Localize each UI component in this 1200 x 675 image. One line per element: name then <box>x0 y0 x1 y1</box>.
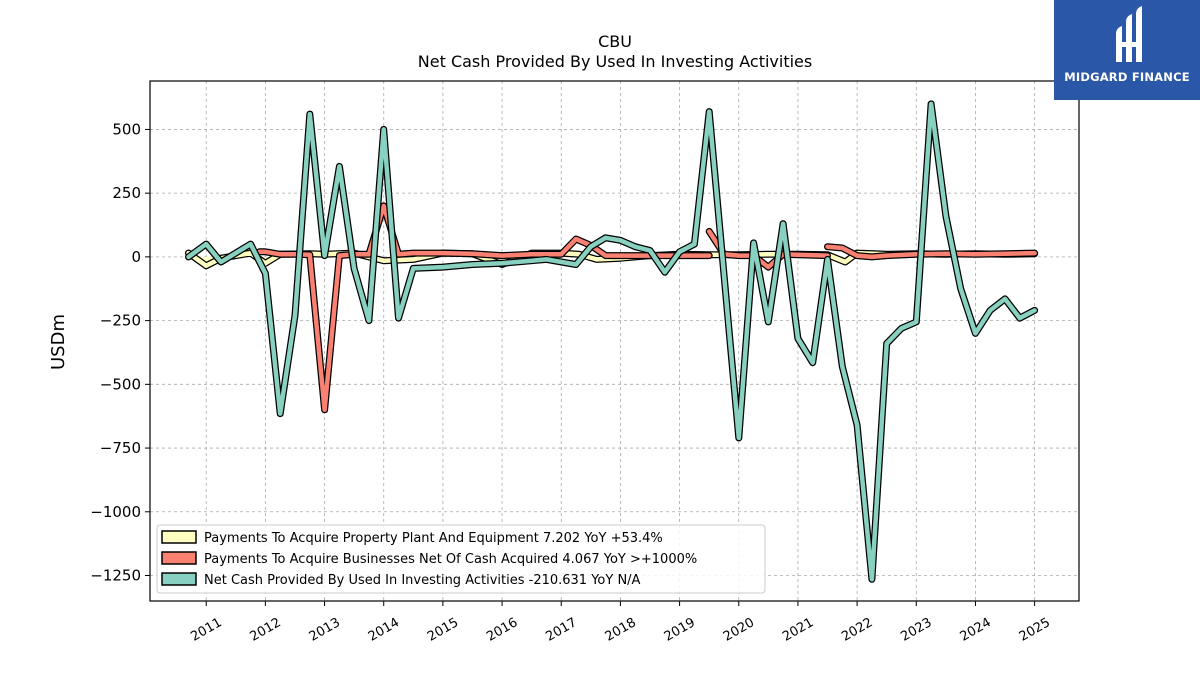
chart-title: CBU <box>598 32 632 51</box>
grid <box>150 81 1079 601</box>
x-tick-label: 2012 <box>248 615 284 645</box>
y-tick-label: −1250 <box>90 567 141 585</box>
series-line <box>825 244 1037 260</box>
x-tick-label: 2020 <box>721 615 757 645</box>
y-axis-label: USDm <box>48 314 69 370</box>
x-tick-label: 2019 <box>662 615 698 645</box>
logo-mark-icon <box>1116 6 1142 62</box>
x-tick-label: 2017 <box>543 615 579 645</box>
legend-label: Payments To Acquire Businesses Net Of Ca… <box>204 552 697 567</box>
y-tick-label: −500 <box>100 375 141 393</box>
series-group <box>185 100 1039 583</box>
x-tick-label: 2021 <box>780 615 816 645</box>
series-line <box>257 203 712 413</box>
y-tick-label: 0 <box>131 248 141 266</box>
legend-swatch <box>161 530 197 544</box>
logo-text: MIDGARD FINANCE <box>1064 70 1190 84</box>
x-tick-label: 2024 <box>958 615 994 645</box>
x-tick-label: 2018 <box>603 615 639 645</box>
series-line-outline <box>705 227 831 271</box>
series-line <box>186 101 1037 582</box>
legend: Payments To Acquire Property Plant And E… <box>156 524 766 594</box>
legend-label: Net Cash Provided By Used In Investing A… <box>204 573 641 588</box>
legend-box <box>156 524 766 594</box>
x-ticks: 2011 2012 2013 2014 2015 2016 2017 2018 2019 2020… <box>188 601 1053 645</box>
x-tick-label: 2023 <box>898 615 934 645</box>
chart-subtitle: Net Cash Provided By Used In Investing A… <box>418 52 812 71</box>
plot-frame <box>149 80 1080 602</box>
y-tick-label: 500 <box>112 120 141 138</box>
x-tick-label: 2025 <box>1017 615 1053 645</box>
legend-swatch <box>161 551 197 565</box>
legend-swatch <box>161 572 197 586</box>
x-tick-label: 2016 <box>484 615 520 645</box>
x-tick-label: 2014 <box>366 615 402 645</box>
y-ticks: 500 250 0 −250 −500 −750 −1000 −1250 <box>90 120 150 585</box>
y-tick-label: −750 <box>100 439 141 457</box>
x-tick-label: 2011 <box>188 615 224 645</box>
x-tick-label: 2013 <box>307 615 343 645</box>
legend-label: Payments To Acquire Property Plant And E… <box>204 531 663 546</box>
y-tick-label: −1000 <box>90 503 141 521</box>
x-tick-label: 2015 <box>425 615 461 645</box>
midgard-finance-logo: MIDGARD FINANCE <box>1054 0 1200 100</box>
series-line <box>706 229 830 270</box>
y-tick-label: −250 <box>100 312 141 330</box>
y-tick-label: 250 <box>112 184 141 202</box>
x-tick-label: 2022 <box>839 615 875 645</box>
